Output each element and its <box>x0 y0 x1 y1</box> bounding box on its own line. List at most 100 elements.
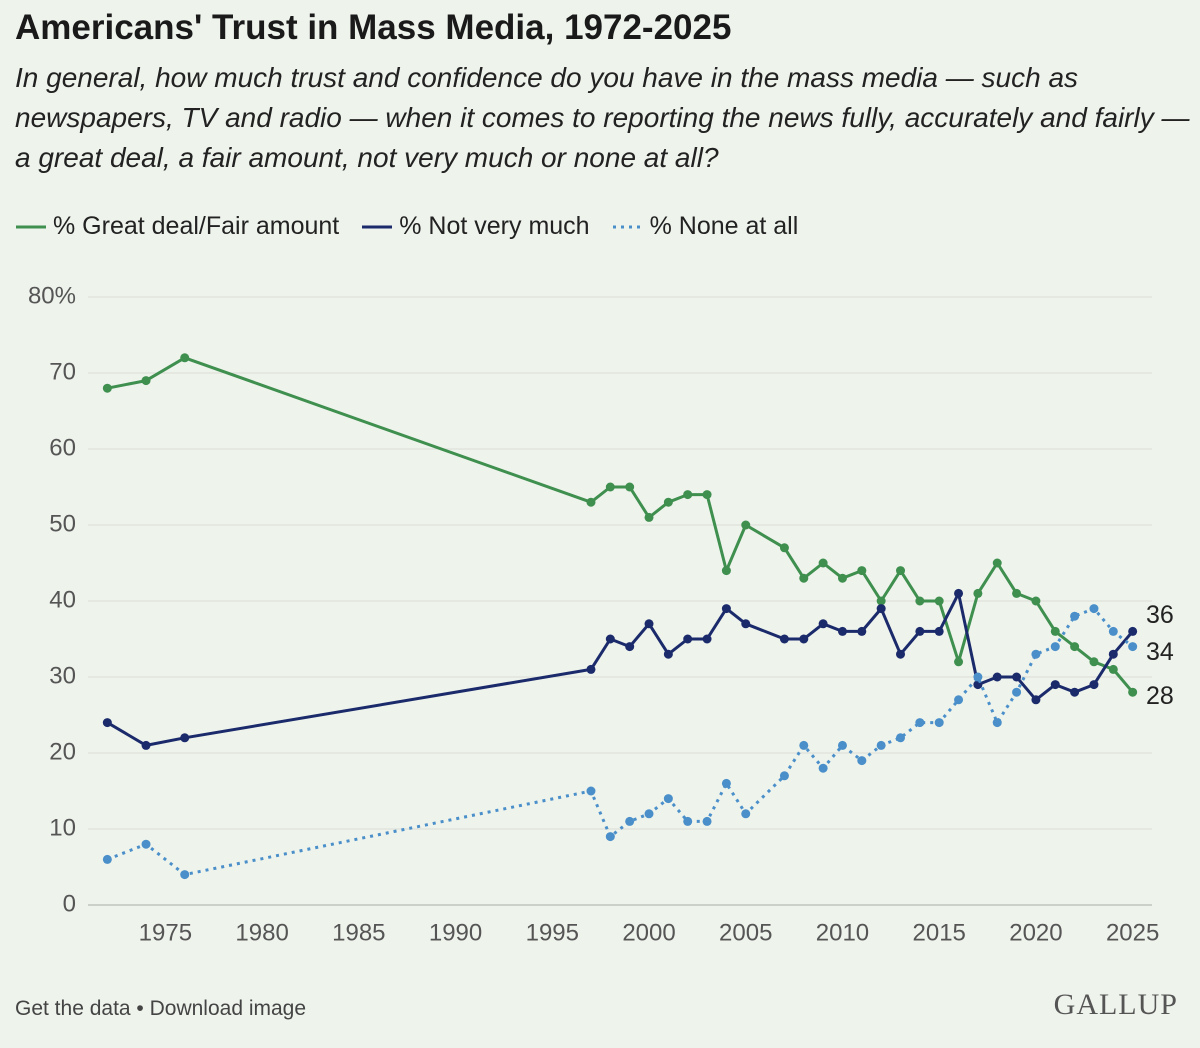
data-point <box>1070 611 1080 621</box>
data-point <box>644 619 654 629</box>
data-point <box>663 497 673 507</box>
y-tick-label: 50 <box>49 510 76 537</box>
data-point <box>1128 626 1138 636</box>
chart-subtitle: In general, how much trust and confidenc… <box>15 62 1190 173</box>
data-point <box>141 839 151 849</box>
data-point <box>1128 642 1138 652</box>
data-point <box>663 649 673 659</box>
source-logo: GALLUP <box>1053 988 1178 1021</box>
series-line <box>106 591 1134 747</box>
x-tick-label: 2005 <box>719 919 772 946</box>
data-point <box>702 816 712 826</box>
y-tick-label: 30 <box>49 662 76 689</box>
data-point <box>605 634 615 644</box>
data-point <box>1128 687 1138 697</box>
data-point <box>818 763 828 773</box>
data-point <box>586 497 596 507</box>
data-point <box>102 854 112 864</box>
data-point <box>741 809 751 819</box>
legend-item: % Great deal/Fair amount <box>15 212 339 241</box>
data-point <box>973 588 983 598</box>
legend-item: % None at all <box>612 212 799 241</box>
y-tick-label: 70 <box>49 358 76 385</box>
data-point <box>779 543 789 553</box>
data-point <box>586 786 596 796</box>
data-point <box>1012 672 1022 682</box>
data-point <box>1012 687 1022 697</box>
legend-swatch <box>612 225 643 228</box>
data-point <box>721 604 731 614</box>
data-point <box>876 740 886 750</box>
x-tick-label: 1995 <box>526 919 579 946</box>
data-point <box>1108 649 1118 659</box>
x-tick-label: 1980 <box>235 919 288 946</box>
data-point <box>992 718 1002 728</box>
data-point <box>915 718 925 728</box>
x-tick-label: 2025 <box>1106 919 1159 946</box>
legend-label: % Great deal/Fair amount <box>53 212 340 240</box>
x-tick-label: 1990 <box>429 919 482 946</box>
data-point <box>1089 680 1099 690</box>
data-point <box>180 353 190 363</box>
data-point <box>1089 604 1099 614</box>
data-point <box>934 626 944 636</box>
legend-label: % None at all <box>649 212 799 240</box>
data-point <box>896 649 906 659</box>
data-point <box>818 558 828 568</box>
x-tick-label: 2010 <box>816 919 869 946</box>
data-point <box>141 740 151 750</box>
legend-item: % Not very much <box>361 212 590 241</box>
y-tick-label: 40 <box>49 586 76 613</box>
data-point <box>625 482 635 492</box>
x-tick-label: 1985 <box>332 919 385 946</box>
data-point <box>741 619 751 629</box>
data-point <box>837 573 847 583</box>
data-point <box>876 604 886 614</box>
chart: 0 10 20 30 40 50 60 70 80% 1975 1980 1985 1990 1995 20… <box>28 282 1174 946</box>
data-point <box>954 657 964 667</box>
data-point <box>857 626 867 636</box>
data-point <box>625 642 635 652</box>
data-point <box>799 573 809 583</box>
y-tick-label: 80% <box>28 282 76 309</box>
data-point <box>992 558 1002 568</box>
data-point <box>954 695 964 705</box>
data-point <box>915 596 925 606</box>
data-point <box>837 626 847 636</box>
data-point <box>837 740 847 750</box>
data-point <box>586 664 596 674</box>
data-point <box>857 756 867 766</box>
data-point <box>1031 596 1041 606</box>
data-point <box>683 634 693 644</box>
data-point <box>1031 695 1041 705</box>
x-tick-label: 2000 <box>622 919 675 946</box>
data-point <box>1108 626 1118 636</box>
y-tick-label: 60 <box>49 434 76 461</box>
y-tick-label: 20 <box>49 738 76 765</box>
legend-swatch <box>16 225 46 228</box>
data-point <box>1031 649 1041 659</box>
y-tick-label: 0 <box>63 890 76 917</box>
data-point <box>896 566 906 576</box>
data-point <box>180 870 190 880</box>
data-point <box>102 718 112 728</box>
data-point <box>702 634 712 644</box>
data-point <box>1050 626 1060 636</box>
footer-links[interactable]: Get the data • Download image <box>15 997 307 1020</box>
data-point <box>1070 687 1080 697</box>
end-label: 34 <box>1146 638 1174 666</box>
data-point <box>799 634 809 644</box>
data-point <box>818 619 828 629</box>
data-point <box>683 490 693 500</box>
data-point <box>973 672 983 682</box>
data-point <box>180 733 190 743</box>
data-point <box>141 376 151 386</box>
data-point <box>683 816 693 826</box>
data-point <box>876 596 886 606</box>
end-label: 28 <box>1146 682 1174 710</box>
data-point <box>1050 680 1060 690</box>
data-point <box>1070 642 1080 652</box>
end-label: 36 <box>1146 601 1174 629</box>
x-tick-label: 2020 <box>1009 919 1062 946</box>
